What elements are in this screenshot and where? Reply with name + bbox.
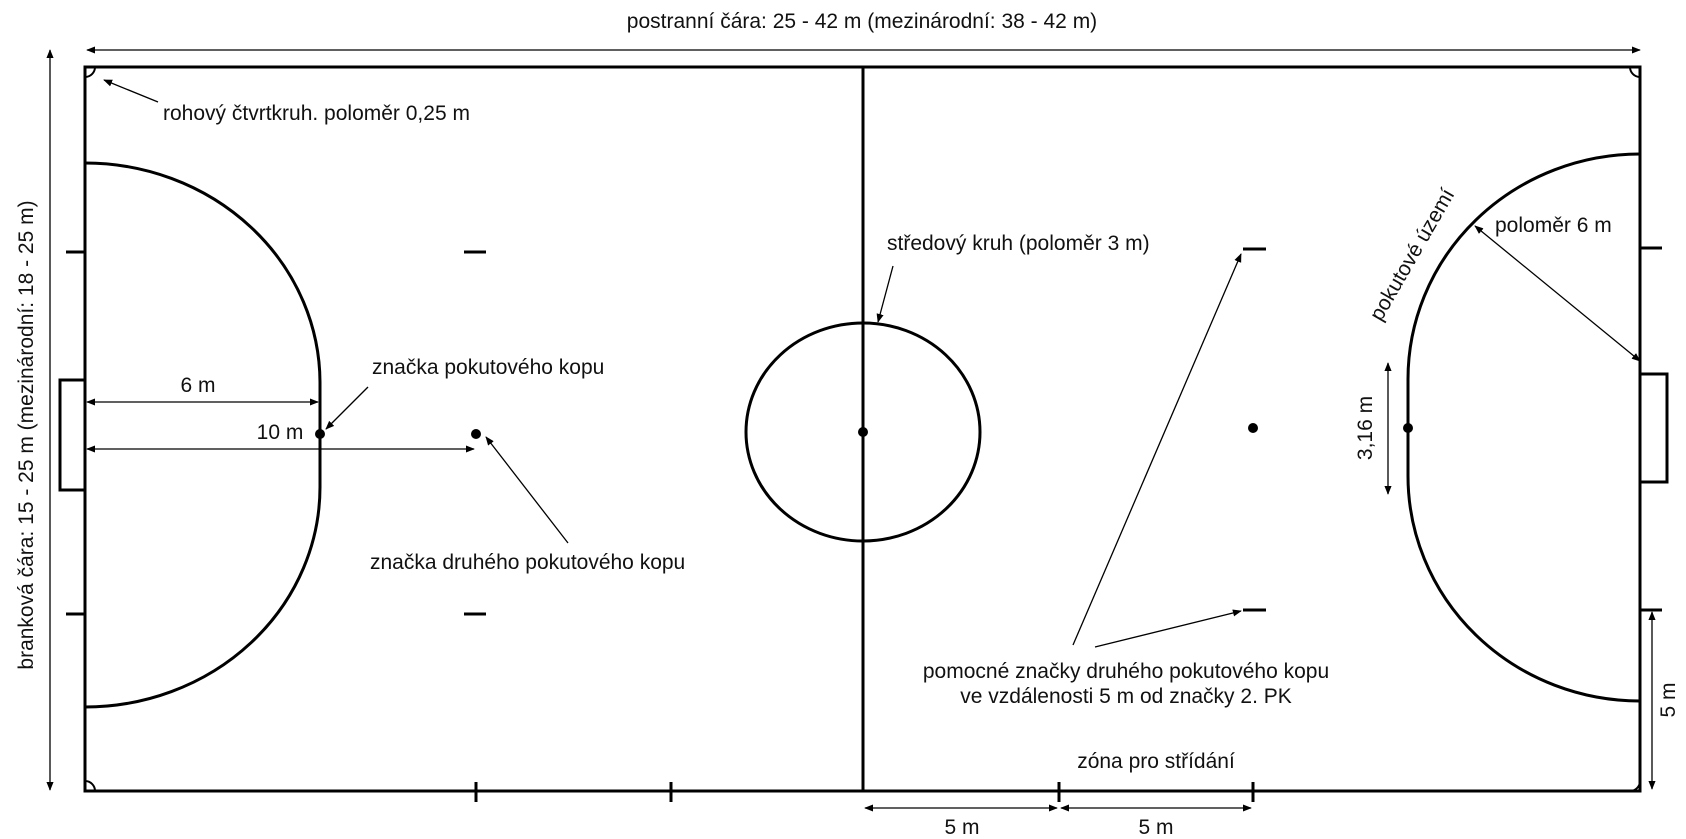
bottom-5m-label-left: 5 m bbox=[944, 816, 979, 839]
center-circle-pointer bbox=[876, 265, 894, 323]
radius-6m-label: poloměr 6 m bbox=[1495, 214, 1612, 237]
center-circle-label: středový kruh (poloměr 3 m) bbox=[887, 232, 1150, 255]
second-penalty-mark-label: značka druhého pokutového kopu bbox=[370, 551, 685, 574]
second-penalty-mark-left bbox=[471, 429, 481, 439]
penalty-mark-label: značka pokutového kopu bbox=[372, 356, 604, 379]
penalty-mark-left bbox=[315, 429, 325, 439]
center-spot bbox=[858, 427, 868, 437]
dimension-6m-label: 6 m bbox=[180, 374, 215, 397]
goal-right bbox=[1638, 372, 1669, 484]
aux-marks-label-line2: ve vzdálenosti 5 m od značky 2. PK bbox=[960, 685, 1292, 708]
radius-6m-arrow bbox=[1474, 225, 1641, 362]
aux-marks-label-line1: pomocné značky druhého pokutového kopu bbox=[923, 660, 1329, 683]
corner-arc-pointer bbox=[103, 79, 159, 103]
second-penalty-mark-right bbox=[1248, 423, 1258, 433]
center-circle bbox=[744, 321, 982, 543]
substitution-zone-label: zóna pro střídání bbox=[1077, 750, 1235, 773]
second-penalty-mark-pointer bbox=[485, 436, 569, 544]
corner-arc-top-left bbox=[84, 66, 96, 78]
corner-arc-label: rohový čtvrtkruh. poloměr 0,25 m bbox=[163, 102, 470, 125]
side-5m-label: 5 m bbox=[1657, 682, 1680, 717]
corner-arc-top-right bbox=[1629, 66, 1641, 78]
goal-left bbox=[58, 378, 87, 492]
corner-arc-bottom-right bbox=[1629, 780, 1641, 792]
goal-line-label: branková čára: 15 - 25 m (mezinárodní: 1… bbox=[15, 200, 38, 669]
bottom-5m-label-right: 5 m bbox=[1138, 816, 1173, 839]
penalty-mark-pointer bbox=[325, 386, 369, 430]
aux-mark-pointer-top bbox=[1072, 253, 1242, 646]
corner-arc-bottom-left bbox=[84, 780, 96, 792]
aux-mark-pointer-bottom bbox=[1094, 609, 1242, 648]
dimension-10m-label: 10 m bbox=[257, 421, 304, 444]
goal-width-label: 3,16 m bbox=[1354, 396, 1377, 460]
penalty-mark-right bbox=[1403, 423, 1413, 433]
sideline-label: postranní čára: 25 - 42 m (mezinárodní: … bbox=[627, 10, 1097, 33]
